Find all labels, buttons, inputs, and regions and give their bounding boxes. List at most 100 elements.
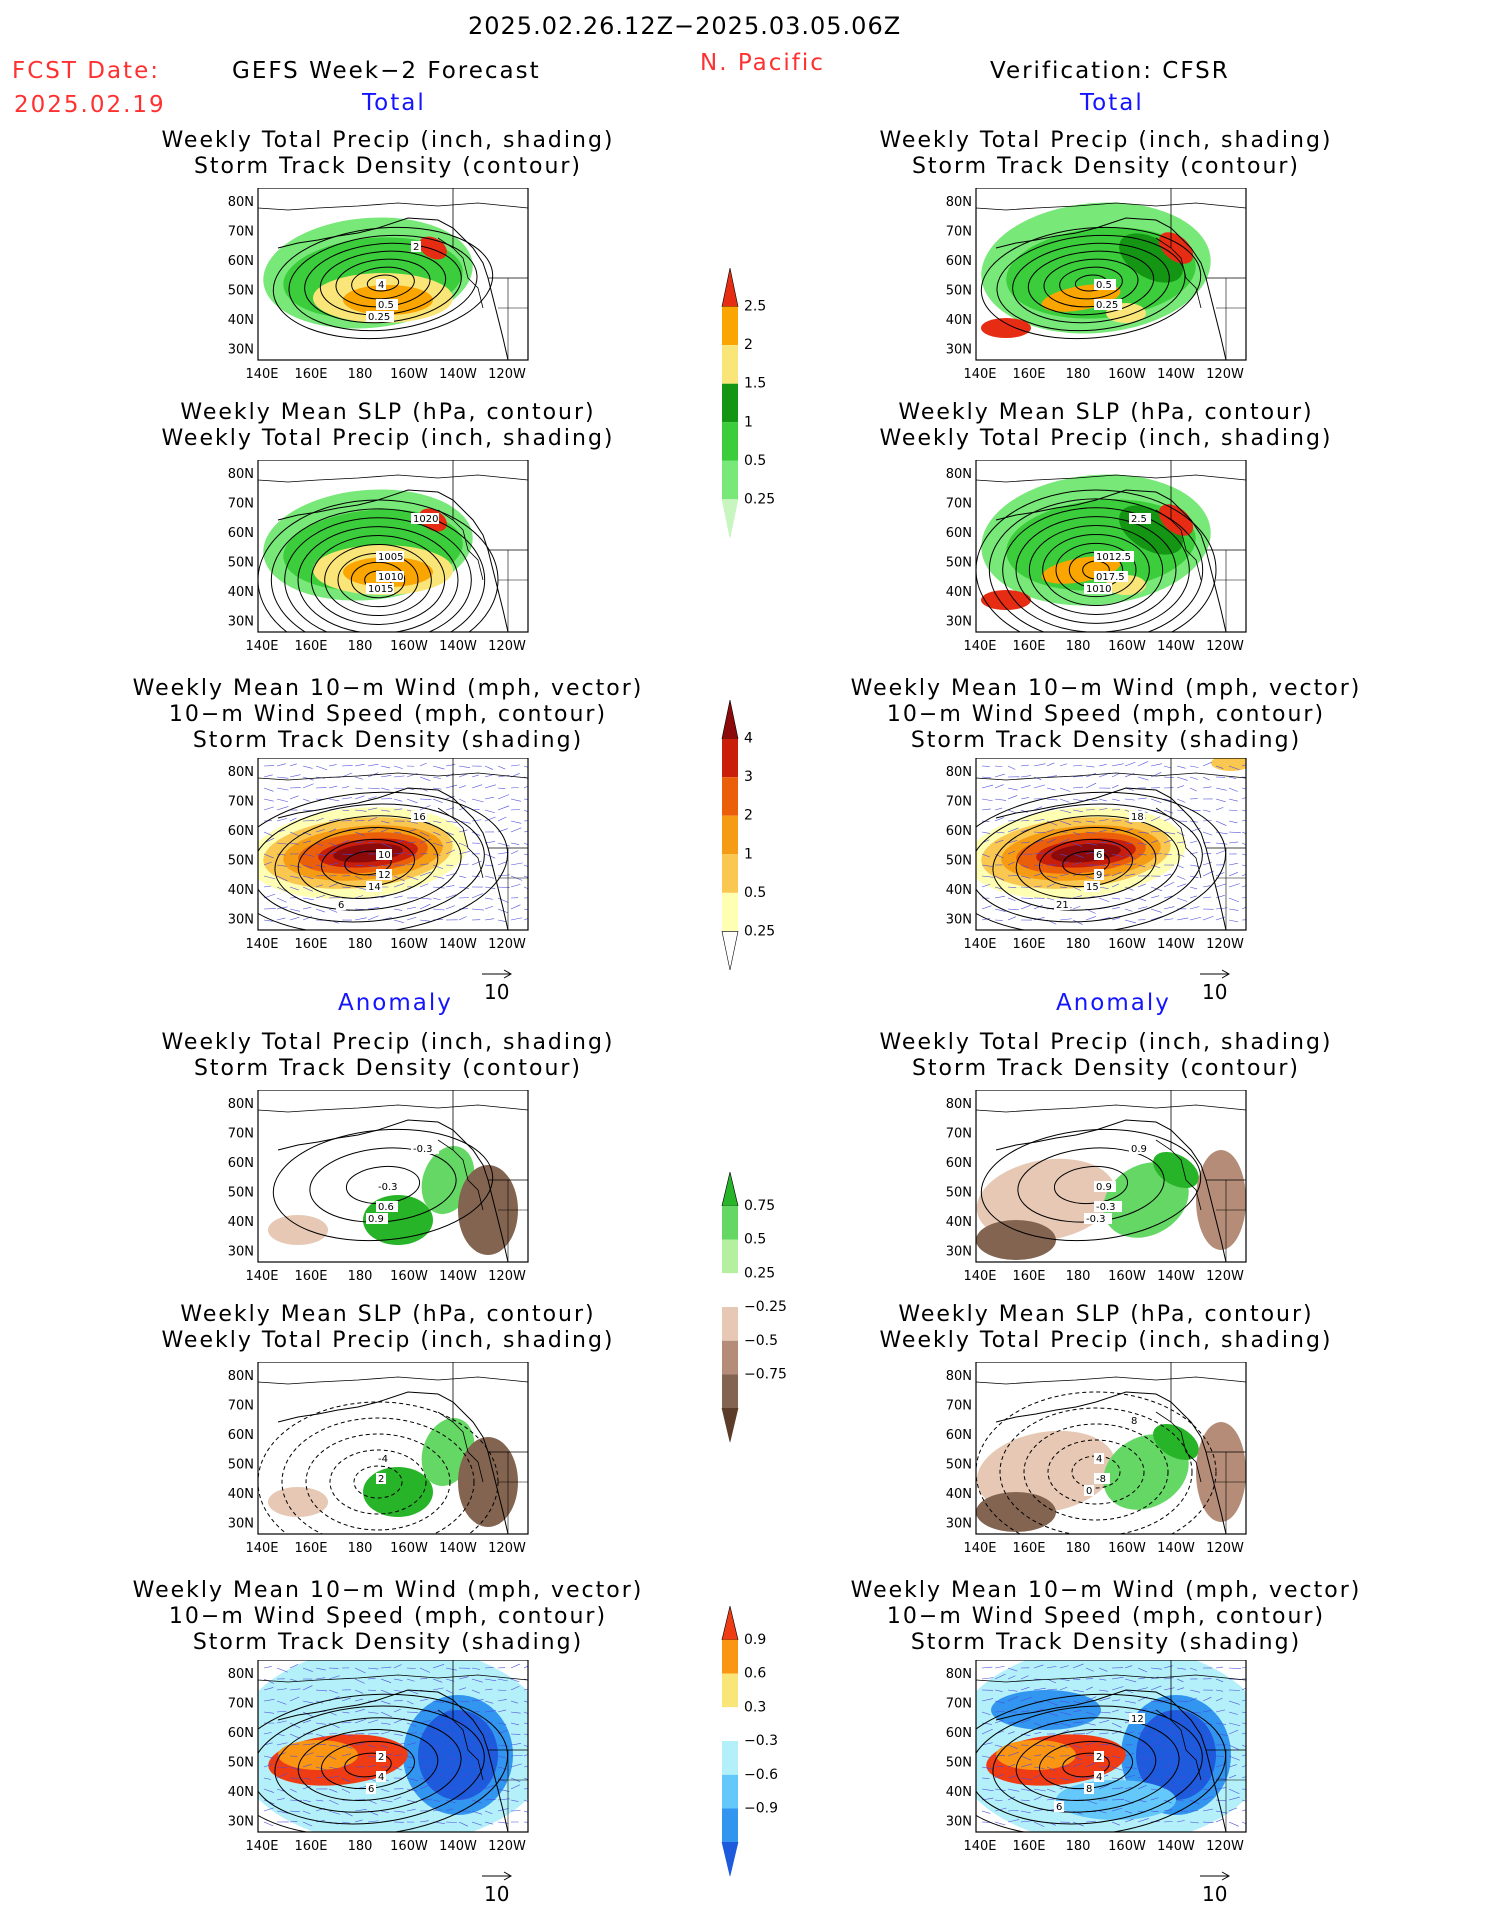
contour-label-bg bbox=[411, 1143, 439, 1154]
wind-vector bbox=[341, 886, 351, 888]
wind-vector bbox=[1072, 1762, 1082, 1768]
wind-vector bbox=[341, 1821, 350, 1824]
wind-vector bbox=[484, 1721, 493, 1724]
wind-vector bbox=[1163, 809, 1174, 814]
wind-vector bbox=[510, 1685, 520, 1691]
lat-tick-label: 70N bbox=[228, 795, 254, 810]
wind-vector bbox=[1033, 1774, 1042, 1779]
wind-vector bbox=[1176, 1799, 1185, 1802]
wind-vector bbox=[1098, 1667, 1108, 1672]
contour-line bbox=[1015, 516, 1177, 624]
wind-vector bbox=[1020, 1810, 1031, 1814]
wind-vector bbox=[484, 886, 496, 889]
wind-vector bbox=[432, 1753, 440, 1757]
vector-scale-arrow bbox=[482, 969, 513, 979]
wind-vector bbox=[510, 827, 522, 833]
vector-scale-arrow bbox=[482, 1871, 513, 1881]
wind-vector bbox=[1137, 906, 1148, 910]
wind-vector bbox=[471, 819, 482, 822]
wind-vector bbox=[289, 1696, 300, 1702]
wind-vector bbox=[1059, 1686, 1068, 1691]
contour-line bbox=[274, 1717, 462, 1813]
wind-vector bbox=[432, 886, 445, 889]
wind-vector bbox=[994, 1744, 1003, 1748]
wind-vector bbox=[994, 1755, 1006, 1757]
wind-vector bbox=[1150, 1700, 1163, 1703]
panel-title-line: Storm Track Density (shading) bbox=[192, 728, 584, 753]
wind-vector bbox=[1241, 853, 1246, 856]
lat-tick-label: 70N bbox=[228, 1399, 254, 1414]
wind-vector bbox=[419, 863, 429, 866]
colorbar-label: −0.3 bbox=[744, 1733, 778, 1749]
wind-vector bbox=[302, 1810, 311, 1815]
wind-vector bbox=[1085, 820, 1096, 823]
wind-vector bbox=[445, 820, 457, 823]
contour-line bbox=[305, 1433, 451, 1531]
wind-vector bbox=[1007, 1744, 1018, 1749]
wind-vector bbox=[981, 1742, 993, 1746]
lon-tick-label: 160W bbox=[390, 1269, 428, 1284]
contour-line bbox=[999, 1407, 1193, 1534]
wind-vector bbox=[354, 1743, 365, 1746]
lon-tick-label: 180 bbox=[348, 367, 373, 382]
wind-vector bbox=[1228, 897, 1240, 903]
colorbar-segment bbox=[722, 460, 738, 500]
contour-label: 017.5 bbox=[1096, 572, 1125, 583]
wind-vector bbox=[1085, 1667, 1094, 1672]
contour-line bbox=[1042, 533, 1150, 607]
wind-vector bbox=[432, 897, 441, 901]
wind-vector bbox=[994, 817, 1004, 822]
lat-tick-label: 60N bbox=[228, 1726, 254, 1741]
wind-vector bbox=[1189, 886, 1198, 890]
wind-vector bbox=[1163, 1783, 1175, 1790]
wind-vector bbox=[497, 805, 510, 811]
wind-vector bbox=[1111, 883, 1120, 888]
wind-vector bbox=[263, 798, 274, 802]
lat-tick-label: 40N bbox=[228, 585, 254, 600]
wind-vector bbox=[406, 916, 417, 921]
wind-vector bbox=[1137, 864, 1146, 868]
wind-vector bbox=[393, 808, 403, 811]
wind-vector bbox=[981, 918, 991, 921]
fcst-date-value: 2025.02.19 bbox=[14, 92, 166, 118]
contour-label-bg bbox=[366, 881, 382, 892]
contour-label-bg bbox=[1084, 1213, 1112, 1224]
wind-vector bbox=[276, 897, 287, 903]
contour-label-bg bbox=[1094, 869, 1104, 880]
wind-vector bbox=[1111, 1699, 1121, 1702]
contour-label: 14 bbox=[368, 882, 381, 893]
lat-tick-label: 80N bbox=[946, 1667, 972, 1682]
wind-vector bbox=[484, 1710, 497, 1713]
map-panel: 80N 70N 60N 50N 40N 30N 140E 160E 180 160W 140W 120… bbox=[228, 1660, 529, 1854]
wind-vector bbox=[1150, 1719, 1159, 1724]
wind-vector bbox=[1072, 1721, 1084, 1724]
lat-tick-label: 80N bbox=[946, 1369, 972, 1384]
wind-vector bbox=[1124, 1665, 1133, 1669]
wind-vector bbox=[1020, 828, 1029, 833]
wind-vector bbox=[354, 776, 363, 780]
wind-vector bbox=[1228, 883, 1240, 888]
wind-vector bbox=[419, 1732, 430, 1735]
wind-vector bbox=[994, 1807, 1007, 1812]
contour-label: 0.25 bbox=[1096, 300, 1118, 311]
lon-tick-label: 160W bbox=[390, 1839, 428, 1854]
wind-vector bbox=[1176, 1775, 1186, 1779]
wind-vector bbox=[380, 1799, 393, 1803]
wind-vector bbox=[523, 853, 528, 856]
wind-vector bbox=[393, 831, 402, 834]
wind-vector bbox=[1046, 775, 1057, 778]
wind-vector bbox=[302, 1700, 314, 1704]
wind-vector bbox=[1189, 1788, 1199, 1792]
map-frame bbox=[257, 460, 529, 633]
section-anomaly-forecast: Anomaly bbox=[338, 990, 453, 1016]
wind-vector bbox=[354, 763, 365, 767]
wind-vector bbox=[1150, 772, 1162, 778]
wind-vector bbox=[367, 787, 380, 790]
wind-vector bbox=[458, 829, 468, 833]
wind-vector bbox=[1020, 1675, 1029, 1680]
contour-label: 6 bbox=[338, 900, 344, 911]
lat-tick-label: 70N bbox=[946, 1127, 972, 1142]
wind-vector bbox=[393, 798, 403, 802]
wind-vector bbox=[1072, 1689, 1085, 1693]
